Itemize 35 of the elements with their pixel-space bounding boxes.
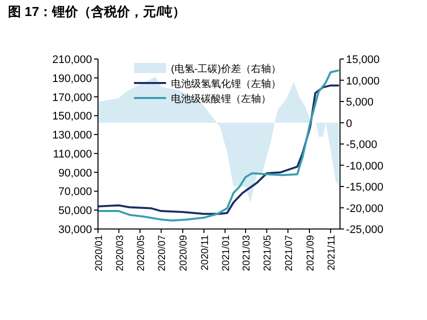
chart-title: 图 17：锂价（含税价，元/吨） (8, 4, 186, 19)
y2-tick-label: -15,000 (346, 182, 384, 194)
y2-tick-label: -5,000 (346, 139, 378, 151)
y-tick-label: 150,000 (52, 110, 92, 123)
legend-label: 电池级氢氧化锂（左轴） (171, 78, 281, 90)
y-tick-label: 50,000 (58, 205, 92, 218)
x-tick-label: 2020/07 (157, 234, 168, 272)
x-tick-label: 2020/11 (200, 234, 211, 270)
y2-tick-label: 10,000 (346, 75, 380, 88)
y2-tick-label: -25,000 (346, 224, 384, 236)
legend-label: 电池级碳酸锂（左轴） (171, 93, 271, 105)
x-tick-label: 2020/03 (114, 234, 126, 272)
x-tick-label: 2021/09 (305, 234, 316, 272)
x-tick-label: 2020/05 (136, 234, 148, 272)
x-tick-label: 2021/03 (242, 234, 253, 272)
x-tick-label: 2020/01 (94, 234, 105, 272)
x-tick-label: 2021/07 (284, 234, 295, 272)
y2-tick-label: 0 (346, 118, 352, 130)
y2-tick-label: -10,000 (346, 160, 384, 172)
y-tick-label: 130,000 (52, 130, 92, 142)
x-tick-label: 2021/11 (326, 234, 338, 270)
x-tick-label: 2020/09 (178, 234, 190, 272)
y-tick-label: 70,000 (58, 186, 92, 198)
y-tick-label: 170,000 (52, 92, 92, 104)
y-tick-label: 190,000 (52, 72, 92, 85)
y2-tick-label: 15,000 (346, 54, 380, 66)
y-tick-label: 110,000 (53, 148, 92, 160)
y2-tick-label: 5,000 (346, 96, 374, 108)
y2-tick-label: -20,000 (346, 202, 384, 215)
x-tick-label: 2021/01 (221, 234, 232, 272)
y-tick-label: 90,000 (58, 167, 92, 180)
x-tick-label: 2021/05 (262, 234, 274, 272)
y-tick-label: 30,000 (58, 224, 92, 236)
legend-label: (电氢-工碳)价差（右轴） (171, 63, 281, 75)
y-tick-label: 210,000 (52, 54, 92, 66)
